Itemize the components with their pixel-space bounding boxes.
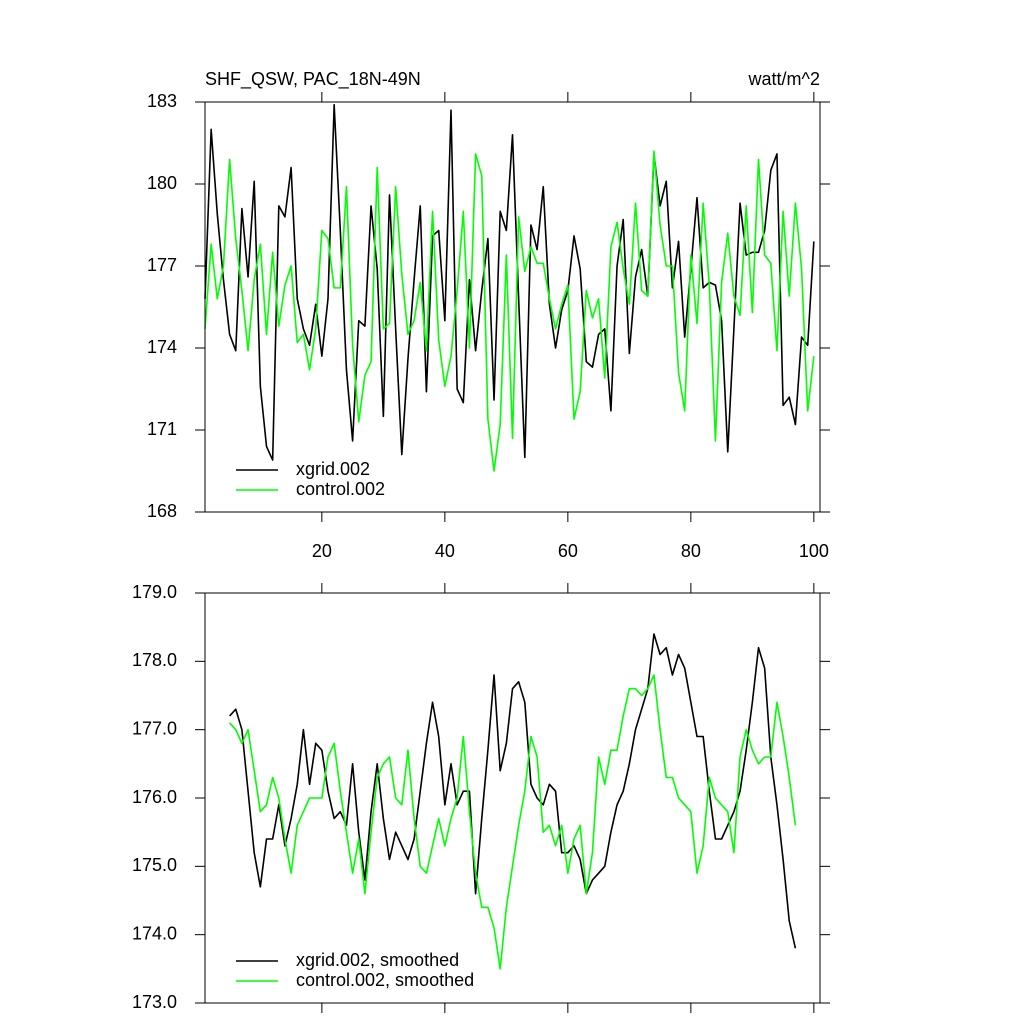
y-tick-label: 178.0 bbox=[132, 650, 177, 670]
y-tick-label: 179.0 bbox=[132, 582, 177, 602]
y-tick-label: 176.0 bbox=[132, 787, 177, 807]
x-tick-label: 40 bbox=[435, 541, 455, 561]
series-line bbox=[229, 674, 797, 970]
x-tick-label: 80 bbox=[681, 541, 701, 561]
x-tick-label: 20 bbox=[312, 541, 332, 561]
series-line bbox=[229, 633, 797, 949]
y-tick-label: 177 bbox=[147, 255, 177, 275]
legend-label: control.002, smoothed bbox=[296, 970, 474, 990]
y-tick-label: 177.0 bbox=[132, 718, 177, 738]
chart-title: SHF_QSW, PAC_18N-49N bbox=[205, 69, 421, 90]
legend-label: xgrid.002, smoothed bbox=[296, 950, 459, 970]
y-tick-label: 174.0 bbox=[132, 923, 177, 943]
legend-label: control.002 bbox=[296, 479, 385, 499]
y-tick-label: 173.0 bbox=[132, 992, 177, 1012]
units-label: watt/m^2 bbox=[748, 69, 820, 89]
y-tick-label: 175.0 bbox=[132, 855, 177, 875]
y-tick-label: 174 bbox=[147, 337, 177, 357]
series-line bbox=[204, 150, 815, 472]
legend-label: xgrid.002 bbox=[296, 459, 370, 479]
series-line bbox=[204, 103, 815, 461]
x-tick-label: 100 bbox=[799, 541, 829, 561]
plot-frame bbox=[204, 101, 821, 513]
y-tick-label: 168 bbox=[147, 501, 177, 521]
y-tick-label: 171 bbox=[147, 419, 177, 439]
y-tick-label: 183 bbox=[147, 91, 177, 111]
y-tick-label: 180 bbox=[147, 173, 177, 193]
x-tick-label: 60 bbox=[558, 541, 578, 561]
plot-frame bbox=[204, 592, 821, 1004]
